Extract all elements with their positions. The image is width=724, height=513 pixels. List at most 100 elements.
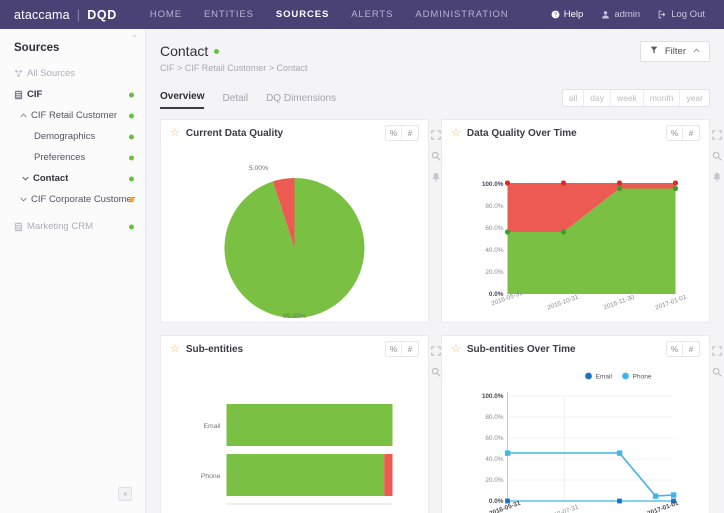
y-tick-60: 60.0% (485, 225, 503, 232)
filter-button[interactable]: Filter (639, 41, 710, 62)
chevron-down-icon[interactable] (22, 176, 33, 181)
data-point-invalid[interactable] (560, 180, 567, 186)
nav-item-alerts[interactable]: ALERTS (351, 9, 394, 20)
x-tick-2: 2016-11-30 (603, 294, 636, 312)
bar-email-valid[interactable] (226, 404, 393, 446)
chevron-down-icon[interactable] (20, 197, 31, 202)
data-point-valid[interactable] (672, 185, 679, 192)
unit-count-button[interactable]: # (407, 344, 413, 354)
data-point-valid[interactable] (616, 185, 623, 192)
bar-phone-invalid[interactable] (384, 454, 393, 496)
expand-icon[interactable] (710, 128, 723, 141)
user-menu-button[interactable]: admin (592, 3, 649, 26)
range-day[interactable]: day (584, 90, 611, 106)
tab-dq-dimensions[interactable]: DQ Dimensions (266, 93, 337, 104)
unit-count-button[interactable]: # (688, 128, 694, 138)
svg-text:?: ? (554, 12, 557, 18)
brand-logo[interactable]: ataccama | DQD (14, 8, 117, 22)
status-dot (129, 176, 134, 181)
data-point-valid[interactable] (560, 229, 567, 235)
area-series-invalid[interactable] (507, 183, 676, 232)
sidebar-item-preferences[interactable]: Preferences (0, 147, 145, 168)
chevron-up-icon[interactable] (20, 113, 31, 118)
range-week[interactable]: week (611, 90, 644, 106)
search-icon[interactable] (710, 365, 723, 378)
favorite-star-icon[interactable]: ☆ (451, 342, 461, 355)
search-icon[interactable] (429, 149, 442, 162)
status-dot (129, 197, 134, 202)
data-point-email[interactable] (505, 498, 510, 504)
search-icon[interactable] (429, 365, 442, 378)
dashboard-grid: ☆ Current Data Quality % # (160, 119, 722, 513)
database-icon (14, 90, 27, 100)
favorite-star-icon[interactable]: ☆ (170, 126, 180, 139)
panel-sub-entities-over-time: ☆ Sub-entities Over Time % # (441, 335, 722, 513)
data-point-phone[interactable] (652, 493, 659, 499)
sidebar-item-contact[interactable]: Contact (0, 168, 145, 189)
range-year[interactable]: year (686, 93, 703, 103)
nav-item-home[interactable]: HOME (149, 9, 182, 20)
favorite-star-icon[interactable]: ☆ (451, 126, 461, 139)
nav-item-sources[interactable]: SOURCES (275, 9, 330, 20)
pie-slice-valid[interactable] (224, 178, 365, 318)
sidebar-item-cif[interactable]: CIF (0, 84, 145, 105)
unit-count-button[interactable]: # (407, 128, 413, 138)
time-range-selector: all day week month year (561, 89, 710, 107)
data-point-invalid[interactable] (504, 180, 511, 186)
panel-body: Email Phone 100.0% 80.0% 60.0% (442, 362, 709, 513)
bell-icon[interactable] (710, 170, 723, 183)
data-point-email[interactable] (617, 498, 622, 504)
data-point-phone[interactable] (616, 450, 623, 456)
favorite-star-icon[interactable]: ☆ (170, 342, 180, 355)
panel-data-quality-over-time: ☆ Data Quality Over Time % # (441, 119, 722, 323)
data-point-invalid[interactable] (672, 180, 679, 186)
search-icon[interactable] (710, 149, 723, 162)
sidebar-collapse-button[interactable]: « (118, 487, 132, 501)
bar-phone-valid[interactable] (226, 454, 385, 496)
panel-title: Data Quality Over Time (466, 127, 577, 139)
bell-icon[interactable] (429, 170, 442, 183)
expand-icon[interactable] (429, 128, 442, 141)
nav-item-entities[interactable]: ENTITIES (203, 9, 254, 20)
user-label: admin (614, 9, 641, 20)
legend-label-phone[interactable]: Phone (633, 374, 652, 381)
database-icon (14, 222, 27, 232)
sidebar-item-label: Demographics (34, 131, 96, 142)
brand-name: ataccama (14, 7, 70, 22)
data-point-email[interactable] (671, 498, 676, 504)
sidebar-item-all-sources[interactable]: All Sources (0, 63, 145, 84)
logout-button[interactable]: Log Out (649, 3, 714, 26)
line-series-phone[interactable] (507, 452, 674, 497)
data-point-phone[interactable] (670, 492, 677, 498)
nav-item-administration[interactable]: ADMINISTRATION (415, 9, 509, 20)
sidebar-item-cif-corporate-customer[interactable]: CIF Corporate Customer (0, 189, 145, 210)
range-all[interactable]: all (563, 90, 585, 106)
sidebar-item-demographics[interactable]: Demographics (0, 126, 145, 147)
area-series-valid[interactable] (507, 188, 676, 295)
sidebar-item-cif-retail-customer[interactable]: CIF Retail Customer (0, 105, 145, 126)
sidebar-expand-icon[interactable]: » (132, 33, 137, 40)
tab-detail[interactable]: Detail (222, 93, 249, 104)
legend-label-email[interactable]: Email (596, 374, 613, 381)
unit-percent-button[interactable]: % (386, 126, 402, 140)
tab-overview[interactable]: Overview (160, 91, 205, 109)
sidebar-item-marketing-crm[interactable]: Marketing CRM (0, 216, 145, 237)
data-point-invalid[interactable] (616, 180, 623, 186)
unit-percent-button[interactable]: % (386, 342, 402, 356)
help-button[interactable]: ? Help (542, 3, 593, 26)
panel-header: ☆ Sub-entities Over Time % # (442, 336, 709, 362)
pie-slice-invalid[interactable] (272, 177, 295, 248)
unit-count-button[interactable]: # (688, 344, 694, 354)
data-point-phone[interactable] (504, 450, 511, 456)
unit-percent-button[interactable]: % (667, 342, 683, 356)
data-point-valid[interactable] (504, 229, 511, 235)
expand-icon[interactable] (710, 344, 723, 357)
panel-tools (429, 128, 442, 183)
unit-percent-button[interactable]: % (667, 126, 683, 140)
y-tick-20: 20.0% (485, 477, 503, 484)
panel-sub-entities: ☆ Sub-entities % # (160, 335, 441, 513)
expand-icon[interactable] (429, 344, 442, 357)
utility-nav: ? Help admin Log Out (542, 3, 714, 26)
panel-header: ☆ Sub-entities % # (161, 336, 428, 362)
range-month[interactable]: month (644, 90, 681, 106)
